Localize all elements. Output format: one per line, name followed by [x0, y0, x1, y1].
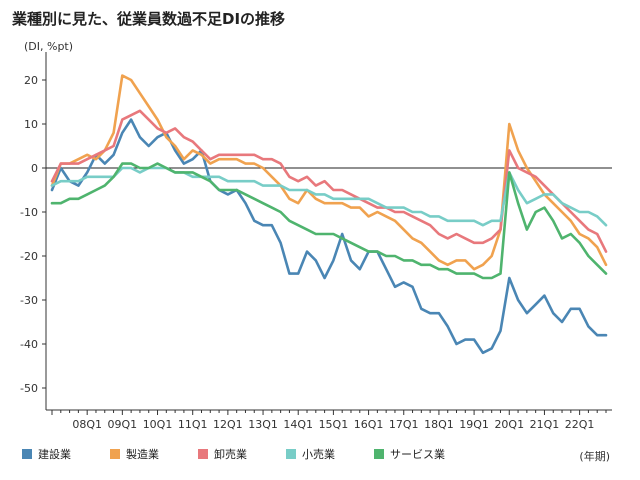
series-line-0 — [50, 118, 608, 355]
legend-label: 製造業 — [126, 448, 159, 461]
legend-item-3: 小売業 — [286, 446, 374, 462]
x-tick-label: 10Q1 — [143, 418, 173, 431]
y-tick-label: -50 — [20, 382, 38, 395]
y-tick-label: -30 — [20, 294, 38, 307]
chart-title: 業種別に見た、従業員数過不足DIの推移 — [12, 10, 286, 28]
legend-swatch — [286, 449, 296, 459]
y-tick-label: 20 — [24, 74, 38, 87]
y-tick-label: 0 — [31, 162, 38, 175]
legend-swatch — [22, 449, 32, 459]
series-line-3 — [50, 166, 608, 227]
x-tick-label: 14Q1 — [283, 418, 313, 431]
x-tick-label: 11Q1 — [178, 418, 208, 431]
y-tick-label: -20 — [20, 250, 38, 263]
y-tick-label: -10 — [20, 206, 38, 219]
x-tick-label: 17Q1 — [389, 418, 419, 431]
legend-item-2: 卸売業 — [198, 446, 286, 462]
legend-item-1: 製造業 — [110, 446, 198, 462]
x-tick-label: 16Q1 — [354, 418, 384, 431]
x-axis-unit-label: (年期) — [579, 450, 610, 463]
x-tick-label: 15Q1 — [319, 418, 349, 431]
legend-label: 建設業 — [38, 448, 71, 461]
y-axis-label: (DI, %pt) — [24, 40, 74, 53]
y-tick-label: 10 — [24, 118, 38, 131]
legend-item-0: 建設業 — [22, 446, 110, 462]
x-tick-label: 12Q1 — [213, 418, 243, 431]
x-tick-label: 08Q1 — [72, 418, 102, 431]
series-line-1 — [50, 74, 608, 271]
legend-swatch — [110, 449, 120, 459]
y-tick-label: -40 — [20, 338, 38, 351]
legend-swatch — [374, 449, 384, 459]
x-tick-label: 18Q1 — [424, 418, 454, 431]
x-tick-label: 20Q1 — [494, 418, 524, 431]
series-line-4 — [50, 162, 608, 280]
x-tick-label: 21Q1 — [530, 418, 560, 431]
x-tick-label: 19Q1 — [459, 418, 489, 431]
x-tick-label: 22Q1 — [565, 418, 595, 431]
legend-label: 小売業 — [302, 448, 335, 461]
legend-label: 卸売業 — [214, 448, 247, 461]
x-tick-label: 09Q1 — [108, 418, 138, 431]
x-tick-label: 13Q1 — [248, 418, 278, 431]
series-line-2 — [50, 109, 608, 253]
legend-label: サービス業 — [390, 448, 445, 461]
legend-swatch — [198, 449, 208, 459]
legend: 建設業 製造業 卸売業 小売業 サービス業 — [22, 446, 462, 462]
legend-item-4: サービス業 — [374, 446, 462, 462]
